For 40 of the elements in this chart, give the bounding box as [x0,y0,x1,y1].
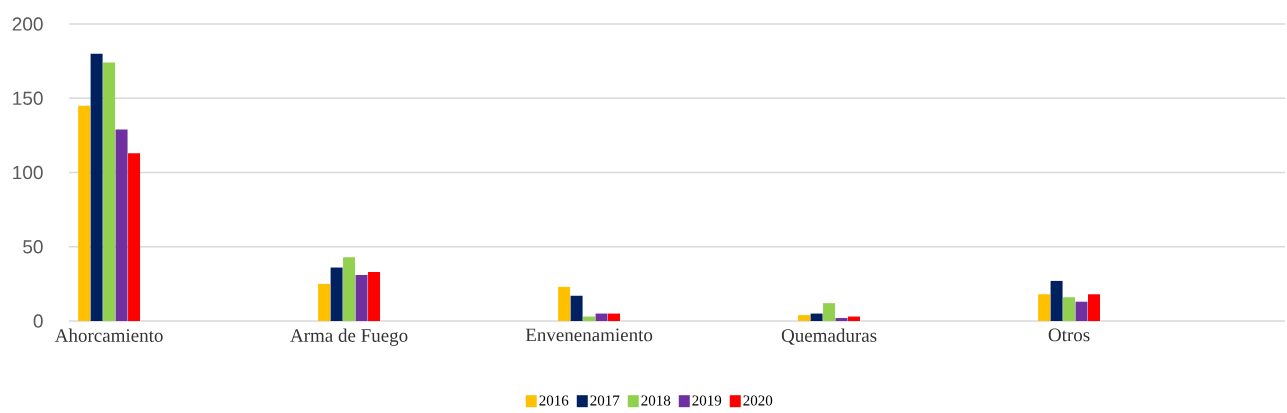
bar [1050,280,1063,321]
bar [128,153,141,321]
bar [608,313,621,321]
y-tick-label: 50 [23,240,43,254]
bar [848,316,861,321]
bar [798,315,811,321]
bar [115,129,128,321]
x-tick-label: Ahorcamiento [54,328,163,342]
bar [1063,297,1076,321]
bar [355,274,368,321]
x-tick-label: Quemaduras [781,328,877,345]
bar [1075,301,1088,321]
x-tick-label: Otros [1048,328,1090,342]
bar [103,62,116,321]
y-tick-label: 150 [13,91,43,105]
bar [1038,294,1051,321]
bar [318,283,331,321]
legend-label: 2017 [590,395,620,406]
bar [570,295,583,321]
bar [595,313,608,321]
bar [558,286,571,321]
y-tick-label: 100 [13,165,43,180]
y-tick-label: 200 [12,17,43,31]
bar [90,53,103,321]
legend-label: 2018 [641,395,671,406]
x-tick-label: Arma de Fuego [290,328,408,346]
bar [835,318,848,321]
x-tick-label: Envenenamiento [525,328,653,342]
legend-label: 2016 [539,395,569,406]
bar [810,313,823,321]
bar [368,271,381,321]
bar [343,257,356,321]
legend-label: 2020 [743,395,773,406]
y-tick-label: 0 [33,314,43,328]
bar [78,105,91,321]
bar [583,316,596,321]
legend-label: 2019 [692,395,722,406]
bar [1088,294,1101,321]
bar [823,303,836,321]
bar [330,267,343,321]
